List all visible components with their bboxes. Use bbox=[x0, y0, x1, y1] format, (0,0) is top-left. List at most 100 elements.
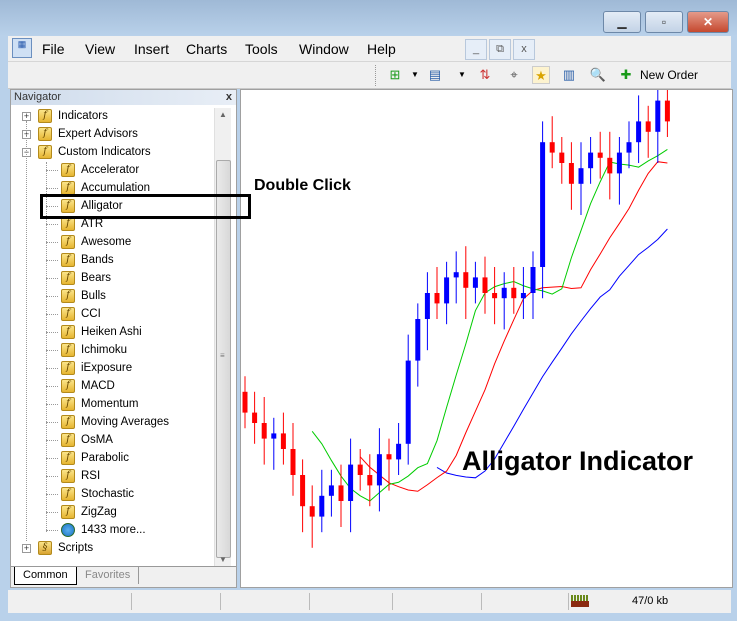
custom-indicator-icon: f bbox=[61, 306, 75, 321]
maximize-button[interactable]: ▫ bbox=[645, 11, 683, 33]
new-chart-icon[interactable]: ⊞ bbox=[389, 67, 401, 82]
traffic-status: 47/0 kb bbox=[632, 595, 669, 607]
candle-body bbox=[588, 152, 594, 169]
tree-item-cci[interactable]: f CCI bbox=[61, 306, 101, 323]
tree-item-parabolic[interactable]: f Parabolic bbox=[61, 450, 129, 467]
minimize-icon: ▁ bbox=[617, 15, 627, 29]
custom-indicator-icon: f bbox=[61, 234, 75, 249]
candle-body bbox=[415, 319, 421, 361]
candle-body bbox=[271, 433, 277, 439]
candle-body bbox=[530, 267, 536, 293]
candle-body bbox=[568, 163, 574, 184]
candle-body bbox=[290, 449, 296, 475]
mdi-close-button[interactable]: x bbox=[513, 39, 535, 60]
menu-bar: ▦ File View Insert Charts Tools Window H… bbox=[8, 36, 731, 62]
mdi-minimize-button[interactable]: _ bbox=[465, 39, 487, 60]
toolbar-grip[interactable] bbox=[375, 65, 377, 86]
candle-body bbox=[309, 506, 315, 517]
tree-item-macd[interactable]: f MACD bbox=[61, 378, 115, 395]
tree-item-expert-advisors[interactable]: f Expert Advisors bbox=[38, 126, 138, 143]
price-chart[interactable] bbox=[241, 74, 734, 589]
tree-item-ichimoku[interactable]: f Ichimoku bbox=[61, 342, 127, 359]
navigator-icon[interactable]: ★ bbox=[532, 66, 550, 84]
candle-body bbox=[357, 464, 363, 475]
tab-favorites[interactable]: Favorites bbox=[77, 567, 140, 584]
minimize-button[interactable]: ▁ bbox=[603, 11, 641, 33]
tree-item-osma[interactable]: f OsMA bbox=[61, 432, 113, 449]
candle-body bbox=[540, 142, 546, 267]
connection-status-icon[interactable] bbox=[571, 595, 589, 607]
new-order-button[interactable]: New Order bbox=[640, 68, 699, 82]
menu-file[interactable]: File bbox=[42, 41, 65, 57]
navigator-panel: Navigator x + f Indicators + f Expert Advisors… bbox=[10, 89, 237, 588]
tree-item-bears[interactable]: f Bears bbox=[61, 270, 111, 287]
scroll-down-icon[interactable]: ▼ bbox=[219, 555, 227, 564]
tree-item-custom-indicators[interactable]: f Custom Indicators bbox=[38, 144, 151, 161]
custom-indicator-icon: f bbox=[61, 270, 75, 285]
menu-insert[interactable]: Insert bbox=[134, 41, 170, 57]
tree-item-moving-averages[interactable]: f Moving Averages bbox=[61, 414, 169, 431]
candle-body bbox=[559, 152, 565, 163]
tree-item-iexposure[interactable]: f iExposure bbox=[61, 360, 132, 377]
menu-charts[interactable]: Charts bbox=[186, 41, 228, 57]
tree-item-bands[interactable]: f Bands bbox=[61, 252, 114, 269]
indicator-icon: f bbox=[38, 126, 52, 141]
candle-body bbox=[328, 485, 334, 496]
custom-indicator-icon: f bbox=[61, 450, 75, 465]
navigator-scrollbar[interactable]: ▲ ≡ ▼ bbox=[214, 108, 231, 566]
new-order-icon[interactable]: ✚ bbox=[620, 67, 632, 82]
tab-common[interactable]: Common bbox=[14, 567, 77, 585]
tree-item-zigzag[interactable]: f ZigZag bbox=[61, 504, 117, 521]
custom-indicator-icon: f bbox=[61, 486, 75, 501]
candle-body bbox=[511, 287, 517, 299]
profiles-icon[interactable]: ▤ bbox=[428, 67, 442, 82]
menu-window[interactable]: Window bbox=[299, 41, 349, 57]
candle-body bbox=[616, 152, 622, 174]
mdi-restore-button[interactable]: ⧉ bbox=[489, 39, 511, 60]
candle-body bbox=[664, 100, 670, 122]
scroll-thumb[interactable]: ≡ bbox=[216, 160, 231, 558]
candle-body bbox=[424, 293, 430, 319]
candle-body bbox=[472, 277, 478, 288]
candle-body bbox=[444, 277, 450, 304]
navigator-close-button[interactable]: x bbox=[225, 91, 232, 103]
tree-item-stochastic[interactable]: f Stochastic bbox=[61, 486, 134, 503]
selection-highlight-box bbox=[40, 194, 251, 219]
menu-view[interactable]: View bbox=[85, 41, 116, 57]
dropdown-arrow-icon[interactable]: ▼ bbox=[411, 70, 419, 79]
tree-item-alligator[interactable]: f Alligator bbox=[61, 198, 123, 215]
terminal-icon[interactable]: ▥ bbox=[562, 67, 576, 82]
candle-body bbox=[367, 475, 373, 486]
tree-item-heiken-ashi[interactable]: f Heiken Ashi bbox=[61, 324, 142, 341]
close-button[interactable]: ✕ bbox=[687, 11, 729, 33]
candle-body bbox=[280, 433, 286, 449]
chart-window[interactable] bbox=[240, 74, 734, 589]
scripts-icon: § bbox=[38, 540, 52, 555]
tree-item-scripts[interactable]: § Scripts bbox=[38, 540, 93, 557]
tree-item-indicators[interactable]: f Indicators bbox=[38, 108, 108, 125]
alligator-indicator-annotation: Alligator Indicator bbox=[462, 446, 694, 476]
tree-item-bulls[interactable]: f Bulls bbox=[61, 288, 106, 305]
custom-indicator-icon: f bbox=[61, 288, 75, 303]
double-click-annotation: Double Click bbox=[254, 177, 351, 194]
tree-item-accumulation[interactable]: f Accumulation bbox=[61, 180, 150, 197]
menu-tools[interactable]: Tools bbox=[245, 41, 278, 57]
custom-indicator-icon: f bbox=[61, 360, 75, 375]
market-watch-icon[interactable]: ⇅ bbox=[479, 67, 491, 82]
tree-item-awesome[interactable]: f Awesome bbox=[61, 234, 131, 251]
tester-icon[interactable]: 🔍 bbox=[589, 67, 607, 82]
tree-item-rsi[interactable]: f RSI bbox=[61, 468, 100, 485]
scroll-up-icon[interactable]: ▲ bbox=[219, 110, 227, 119]
dropdown-arrow-icon[interactable]: ▼ bbox=[458, 70, 466, 79]
crosshair-icon[interactable]: ⌖ bbox=[510, 67, 518, 82]
candle-body bbox=[482, 277, 488, 293]
expand-icon[interactable]: + bbox=[22, 543, 31, 553]
tree-item-accelerator[interactable]: f Accelerator bbox=[61, 162, 139, 179]
menu-help[interactable]: Help bbox=[367, 41, 396, 57]
custom-indicator-icon: f bbox=[61, 342, 75, 357]
candle-body bbox=[501, 287, 507, 299]
tree-item-momentum[interactable]: f Momentum bbox=[61, 396, 139, 413]
expand-icon[interactable]: + bbox=[22, 111, 31, 121]
tree-item-1433-more-[interactable]: 1433 more... bbox=[61, 522, 146, 539]
toolbar: ⊞ ▼ ▤ ▼ ⇅ ⌖ ★ ▥ 🔍 ✚ New Order bbox=[8, 62, 731, 89]
